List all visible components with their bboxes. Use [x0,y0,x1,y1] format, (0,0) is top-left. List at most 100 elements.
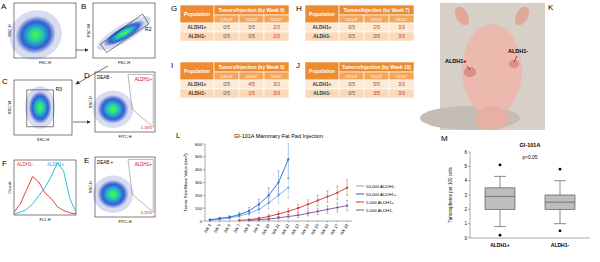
panel-letter: C [2,77,8,86]
cell-text: 3/3 [398,34,405,39]
arrow [76,66,108,84]
tick [347,221,348,223]
table-cell [214,80,239,89]
axis-label: SSC-W [7,101,12,115]
box [545,195,575,209]
table-cell [180,89,214,98]
condition-label: DEAB + [97,160,114,165]
tick-label: Wk 18 [339,222,350,235]
tick [468,238,470,239]
error-bar [307,200,309,209]
header-cell [364,15,389,23]
tick-label: 3 [464,193,467,198]
density-cloud [100,16,147,51]
table-cell [180,80,214,89]
table: PopulationTumors/Injection (by Week 10)5… [305,62,414,98]
cell-text: 0/5 [348,34,355,39]
header-cell [339,15,364,23]
x-axis [470,238,590,239]
plot-area [14,163,76,214]
tick-label: ALDH1+ [490,242,510,248]
column-header: 5X10³ [371,17,383,22]
table-cell [305,23,339,32]
table: PopulationTumors/Injection (by Week 6)5X… [180,5,289,41]
cell-text: 0/5 [248,25,255,30]
arrow [73,122,90,123]
table-cell [364,32,389,41]
density-cloud [97,180,128,209]
whisker [500,209,501,226]
tick [203,144,205,145]
cell-text: 3/3 [273,91,280,96]
table-cell [264,89,289,98]
outlier [499,234,502,237]
error-bar [346,200,348,210]
header-text: Tumors/Injection (by Week 7) [343,8,410,13]
table-cell [264,80,289,89]
marker [238,213,240,215]
column-header: 5X10³ [371,74,383,79]
gate-label: R2 [145,26,152,32]
error-bar [268,218,270,220]
marker [219,217,221,219]
header-text: Population [184,11,210,17]
header-cell [389,15,414,23]
arrow [76,50,88,51]
error-bar [219,217,221,219]
marker [326,196,328,198]
header-cell [264,72,289,80]
table: PopulationTumors/Injection (by Week 7)5X… [305,5,414,41]
error-bar [317,195,319,205]
mouse-leg [512,4,532,27]
panel-letter: K [548,3,554,12]
marker [209,219,211,221]
error-bar [268,188,270,203]
marker [268,194,270,196]
whisker-cap [494,226,506,227]
annotation: p<0.05 [523,155,538,160]
tick-label: Wk 6 [222,222,231,233]
series-line [210,159,288,219]
error-bar [307,211,309,216]
outlier [499,164,502,167]
column-header: 5X10² [221,17,233,22]
tick [298,221,299,223]
header-cell [305,5,339,23]
tumor [464,67,476,77]
header-cell [339,72,364,80]
density-cloud [97,95,128,124]
header-cell [364,72,389,80]
axis-label: FSC-H [118,60,130,65]
density-cloud [28,91,51,124]
cell-text: 0/5 [223,82,230,87]
table-cell [180,23,214,32]
marker [307,203,309,205]
gate [100,14,148,53]
error-bar [228,216,230,219]
error-bar [258,219,260,220]
histogram-line [14,177,76,214]
axis-label: SSC-H [88,181,93,194]
axis-label: SSC-H [7,24,12,37]
cell-text: 4/5 [248,82,255,87]
percent-label: 0.15% [141,210,153,215]
table: PopulationTumors/Injection (by Week 8)5X… [180,62,289,98]
whisker [500,176,501,187]
density-halo [25,86,55,129]
median [545,202,575,203]
gate-label: R3 [56,86,63,92]
table-cell [389,23,414,32]
chart-title: GI-101A [520,142,541,148]
series-line [249,206,347,221]
axis-label: SSC-H [88,96,93,109]
density-halo [93,175,134,212]
table-cell [239,80,264,89]
marker [287,158,289,160]
marker [326,208,328,210]
table-cell [339,89,364,98]
header-cell [214,15,239,23]
table-cell [305,80,339,89]
photo [420,3,545,130]
mouse-leg [452,4,472,27]
axis-label: Counts [7,181,12,194]
